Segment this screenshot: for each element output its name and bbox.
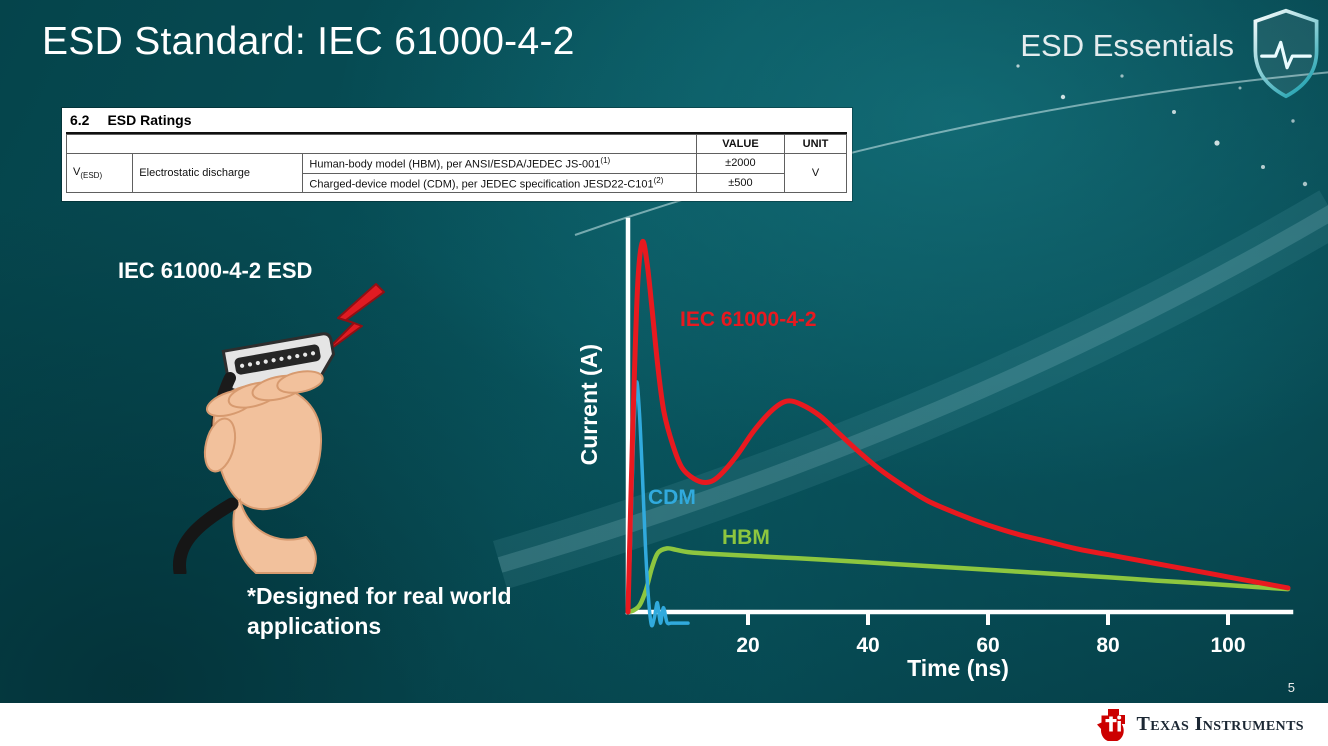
cable — [172, 497, 239, 574]
svg-text:60: 60 — [976, 634, 999, 657]
table-header-spacer — [66, 134, 697, 154]
cdm-value-cell: ±500 — [695, 172, 786, 194]
value-column-header: VALUE — [695, 134, 786, 154]
table-row: V(ESD) Electrostatic discharge Human-bod… — [65, 152, 847, 194]
hbm-description-cell: Human-body model (HBM), per ANSI/ESDA/JE… — [302, 153, 697, 174]
svg-text:80: 80 — [1096, 634, 1119, 657]
lightning-bolt-icon — [320, 283, 385, 357]
svg-text:20: 20 — [736, 634, 759, 657]
ti-logo-text: Texas Instruments — [1136, 713, 1304, 735]
series-brand-text: ESD Essentials — [1020, 28, 1234, 63]
illustration-label: IEC 61000-4-2 ESD — [118, 258, 313, 283]
footer-bar: Texas Instruments — [0, 703, 1328, 746]
page-number: 5 — [1287, 680, 1295, 695]
symbol-cell: V(ESD) — [65, 152, 134, 194]
hand-hdmi-esd-illustration — [172, 283, 385, 574]
series-label-cdm: CDM — [648, 486, 696, 509]
esd-shield-icon — [1253, 8, 1319, 99]
unit-column-header: UNIT — [784, 134, 847, 154]
section-number: 6.2 — [70, 112, 90, 128]
series-label-iec: IEC 61000-4-2 — [680, 308, 817, 331]
y-axis-label: Current (A) — [576, 344, 602, 466]
parameter-cell: Electrostatic discharge — [132, 152, 304, 194]
series-label-hbm: HBM — [722, 526, 770, 549]
unit-cell: V — [784, 152, 847, 194]
x-axis-label: Time (ns) — [907, 655, 1009, 681]
svg-text:100: 100 — [1210, 634, 1245, 657]
hbm-value-cell: ±2000 — [695, 153, 786, 174]
cdm-description-cell: Charged-device model (CDM), per JEDEC sp… — [302, 172, 697, 194]
designed-note: *Designed for real world applications — [247, 583, 512, 639]
svg-text:40: 40 — [856, 634, 879, 657]
ti-logo-icon — [1097, 709, 1126, 741]
table-header-row: VALUE UNIT — [66, 134, 847, 154]
hand — [203, 370, 324, 574]
chart-canvas: 20 40 60 80 100 — [625, 217, 1294, 657]
table-row: Charged-device model (CDM), per JEDEC sp… — [67, 172, 847, 194]
esd-waveform-chart: 20 40 60 80 100 Current (A) Time (ns) IEC 61… — [548, 198, 1326, 704]
slide-title: ESD Standard: IEC 61000-4-2 — [42, 20, 575, 63]
table-caption: 6.2 ESD Ratings — [66, 110, 847, 134]
section-title: ESD Ratings — [107, 112, 192, 128]
esd-ratings-table: 6.2 ESD Ratings VALUE UNIT V(ESD) Electr… — [62, 108, 852, 202]
